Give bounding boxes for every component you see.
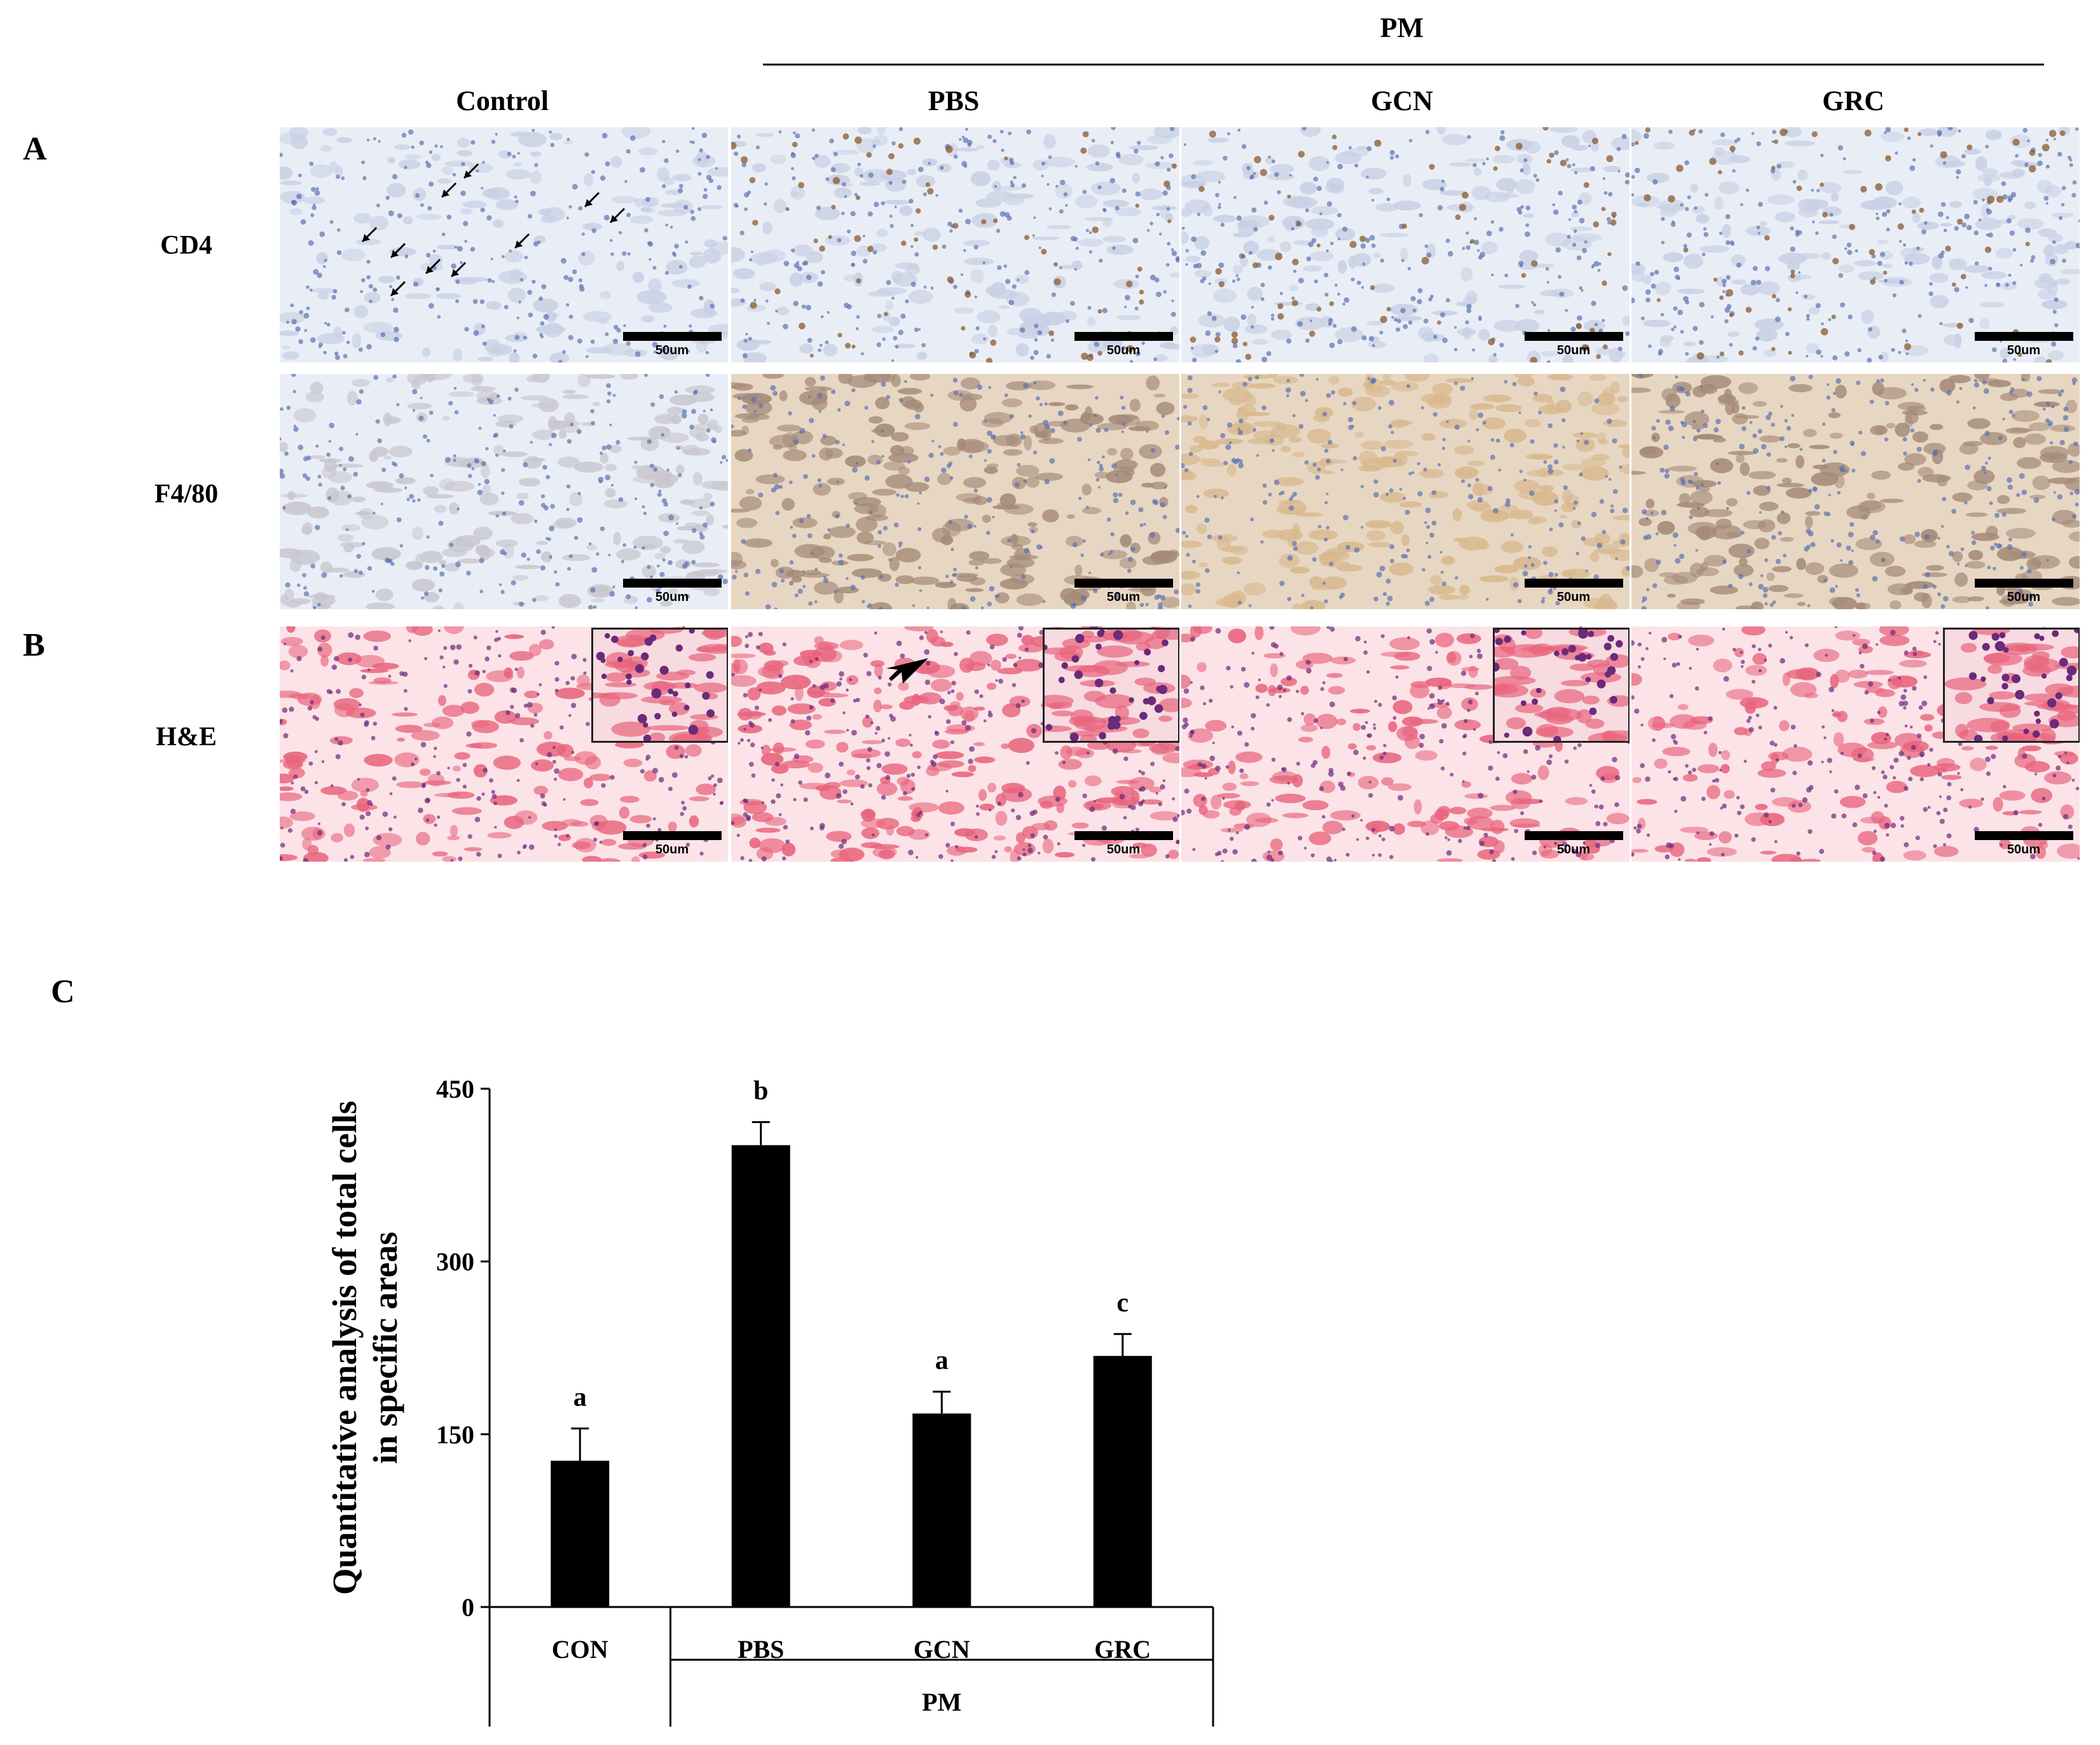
scale-bar-label: 50um [2007, 590, 2041, 604]
column-title-grc: GRC [1822, 85, 1884, 116]
scale-bar-label: 50um [2007, 343, 2041, 357]
panel-letter-a: A [23, 131, 47, 167]
scale-bar [1525, 332, 1623, 341]
micrograph-f480-control: 50um [280, 374, 728, 609]
scale-bar-label: 50um [655, 843, 689, 857]
micrograph-he-control: 50um [280, 626, 728, 862]
scale-bar-label: 50um [655, 590, 689, 604]
y-axis-label: Quantitative analysis of total cellsin s… [326, 1101, 404, 1595]
bar-gcn [912, 1413, 971, 1607]
significance-letter: a [935, 1346, 949, 1375]
scale-bar [1525, 831, 1623, 840]
scale-bar [623, 579, 722, 588]
micrograph-he-pbs: 50um [731, 626, 1179, 862]
micrograph-cd4-pbs: 50um [731, 127, 1179, 362]
row-label-cd4: CD4 [160, 231, 212, 260]
row-label-f480: F4/80 [154, 479, 219, 509]
significance-letter: c [1116, 1288, 1129, 1318]
significance-letter: b [753, 1077, 768, 1106]
magnified-inset [1493, 628, 1630, 743]
y-tick-label: 0 [462, 1593, 474, 1622]
row-label-he: H&E [156, 722, 217, 752]
micrograph-cd4-grc: 50um [1631, 127, 2080, 362]
x-tick-label: CON [552, 1635, 608, 1664]
column-title-gcn: GCN [1371, 85, 1433, 116]
scale-bar-label: 50um [1106, 590, 1141, 604]
bar-grc [1093, 1356, 1152, 1607]
y-tick-label: 150 [436, 1420, 474, 1449]
scale-bar [1525, 579, 1623, 588]
micrograph-f480-grc: 50um [1631, 374, 2080, 609]
x-group-label: PM [922, 1688, 961, 1716]
panel-letter-c: C [51, 974, 75, 1010]
pm-group-line [763, 64, 2044, 66]
y-tick-label: 300 [436, 1248, 474, 1276]
y-tick-label: 450 [436, 1075, 474, 1103]
scale-bar [1975, 831, 2073, 840]
scale-bar [1074, 332, 1173, 341]
magnified-inset [591, 628, 728, 743]
scale-bar [1074, 579, 1173, 588]
scale-bar [1975, 332, 2073, 341]
scale-bar-label: 50um [1556, 590, 1591, 604]
scale-bar-label: 50um [1556, 343, 1591, 357]
panel-letter-b: B [23, 627, 45, 663]
column-title-pbs: PBS [928, 85, 980, 116]
pm-group-label: PM [1380, 12, 1424, 43]
scale-bar-label: 50um [2007, 843, 2041, 857]
scale-bar-label: 50um [1556, 843, 1591, 857]
scale-bar-label: 50um [1106, 343, 1141, 357]
bar-pbs [731, 1145, 790, 1607]
scale-bar [1975, 579, 2073, 588]
significance-letter: a [573, 1383, 587, 1412]
scale-bar [1074, 831, 1173, 840]
scale-bar [623, 332, 722, 341]
micrograph-cd4-gcn: 50um [1181, 127, 1630, 362]
micrograph-cd4-control: 50um [280, 127, 728, 362]
scale-bar [623, 831, 722, 840]
micrograph-f480-pbs: 50um [731, 374, 1179, 609]
scale-bar-label: 50um [1106, 843, 1141, 857]
column-title-control: Control [456, 85, 549, 116]
magnified-inset [1043, 628, 1179, 743]
micrograph-he-grc: 50um [1631, 626, 2080, 862]
micrograph-f480-gcn: 50um [1181, 374, 1630, 609]
micrograph-he-gcn: 50um [1181, 626, 1630, 862]
bar-con [551, 1460, 610, 1607]
magnified-inset [1943, 628, 2080, 743]
scale-bar-label: 50um [655, 343, 689, 357]
